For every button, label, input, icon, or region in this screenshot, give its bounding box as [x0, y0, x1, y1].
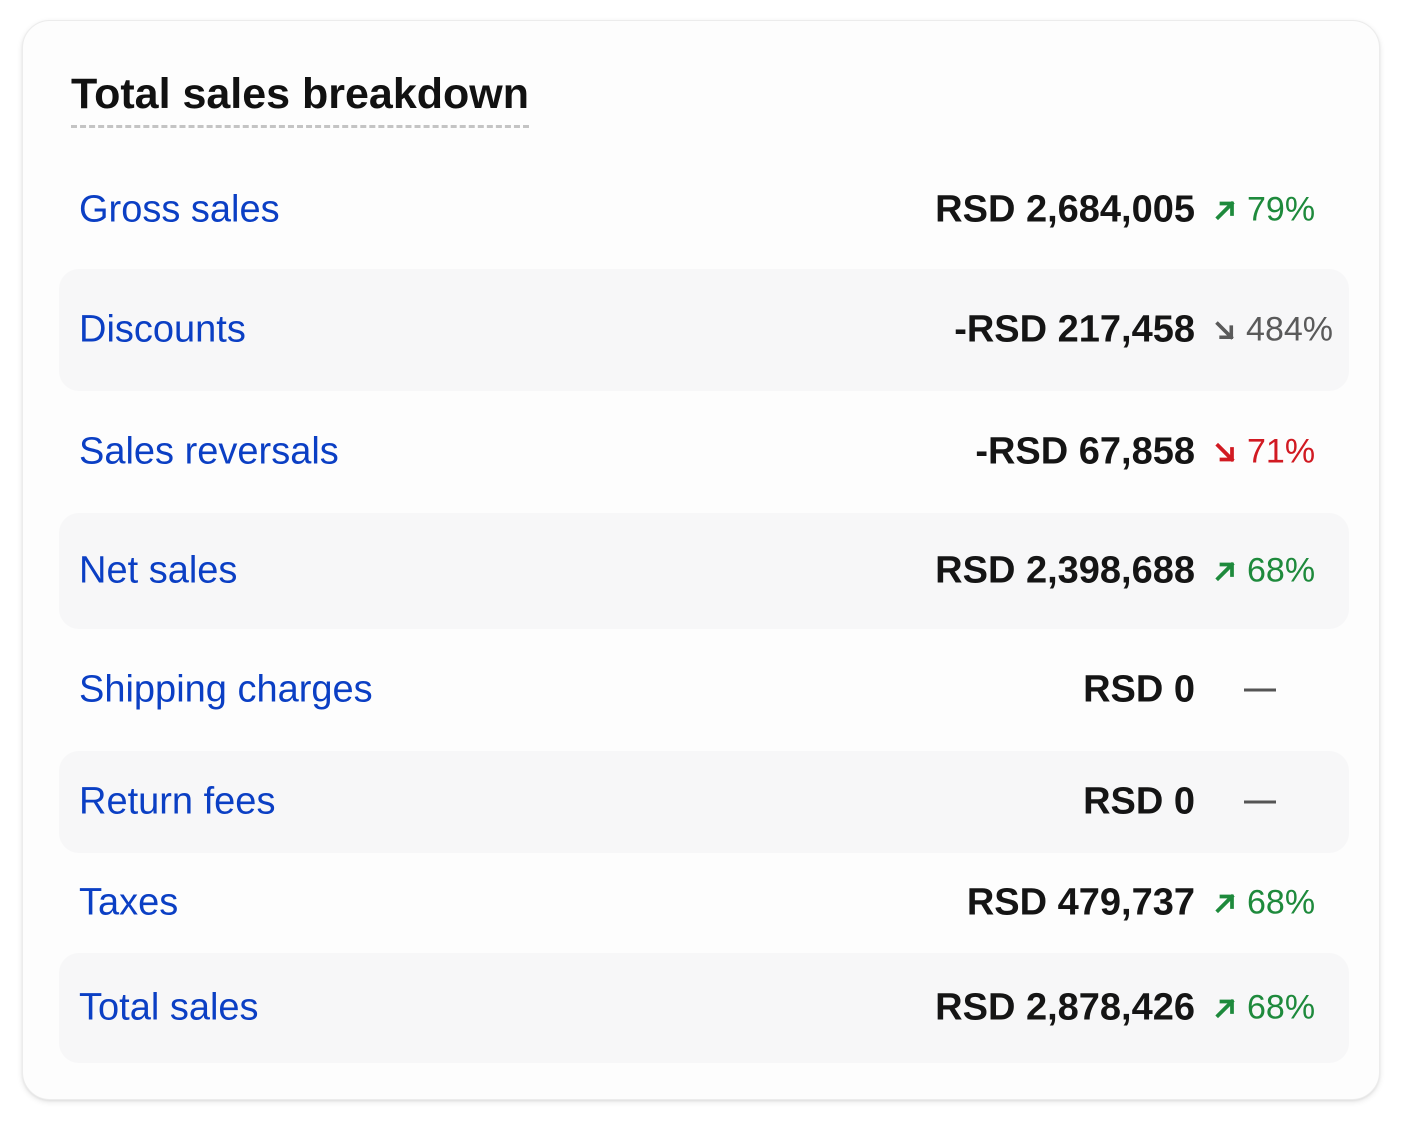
breakdown-row-shipping-charges: Shipping charges RSD 0 [59, 629, 1349, 751]
row-value-discounts: -RSD 217,458 [954, 308, 1195, 351]
row-label-gross-sales[interactable]: Gross sales [79, 188, 280, 231]
arrow-up-right-icon [1215, 893, 1235, 913]
row-label-discounts[interactable]: Discounts [79, 308, 246, 351]
row-change-discounts: 484% [1211, 311, 1333, 350]
row-value-sales-reversals: -RSD 67,858 [975, 430, 1195, 473]
dash-icon [1244, 800, 1276, 804]
row-change-shipping-charges [1211, 688, 1333, 692]
arrow-down-right-icon [1215, 320, 1234, 340]
row-label-taxes[interactable]: Taxes [79, 881, 179, 924]
breakdown-row-net-sales: Net sales RSD 2,398,688 68% [59, 513, 1349, 629]
row-change-value: 68% [1247, 988, 1316, 1027]
breakdown-row-gross-sales: Gross sales RSD 2,684,005 79% [59, 151, 1349, 269]
row-label-net-sales[interactable]: Net sales [79, 549, 238, 592]
row-change-value: 484% [1246, 310, 1333, 349]
breakdown-row-return-fees: Return fees RSD 0 [59, 751, 1349, 853]
row-label-shipping-charges[interactable]: Shipping charges [79, 668, 373, 711]
row-change-value: 71% [1247, 432, 1316, 471]
row-change-total-sales: 68% [1211, 989, 1333, 1028]
row-value-taxes: RSD 479,737 [966, 881, 1195, 924]
breakdown-row-discounts: Discounts -RSD 217,458 484% [59, 269, 1349, 391]
dash-icon [1244, 688, 1276, 692]
row-value-return-fees: RSD 0 [1083, 780, 1195, 823]
breakdown-row-total-sales: Total sales RSD 2,878,426 68% [59, 953, 1349, 1063]
row-change-gross-sales: 79% [1211, 191, 1333, 230]
row-label-sales-reversals[interactable]: Sales reversals [79, 430, 339, 473]
row-label-return-fees[interactable]: Return fees [79, 780, 276, 823]
row-value-total-sales: RSD 2,878,426 [935, 986, 1195, 1029]
row-label-total-sales[interactable]: Total sales [79, 986, 259, 1029]
row-change-value: 68% [1247, 551, 1316, 590]
breakdown-row-taxes: Taxes RSD 479,737 68% [59, 853, 1349, 953]
arrow-down-right-icon [1215, 442, 1235, 462]
row-change-return-fees [1211, 800, 1333, 804]
row-change-value: 79% [1247, 190, 1316, 229]
row-change-sales-reversals: 71% [1211, 433, 1333, 472]
arrow-up-right-icon [1215, 561, 1235, 581]
row-value-gross-sales: RSD 2,684,005 [935, 188, 1195, 231]
arrow-up-right-icon [1215, 998, 1235, 1018]
row-change-taxes: 68% [1211, 884, 1333, 923]
breakdown-row-sales-reversals: Sales reversals -RSD 67,858 71% [59, 391, 1349, 513]
row-value-net-sales: RSD 2,398,688 [935, 549, 1195, 592]
row-change-value: 68% [1247, 883, 1316, 922]
row-change-net-sales: 68% [1211, 552, 1333, 591]
sales-breakdown-card: Total sales breakdown Gross sales RSD 2,… [22, 20, 1380, 1100]
arrow-up-right-icon [1215, 200, 1235, 220]
row-value-shipping-charges: RSD 0 [1083, 668, 1195, 711]
card-title[interactable]: Total sales breakdown [71, 69, 530, 128]
